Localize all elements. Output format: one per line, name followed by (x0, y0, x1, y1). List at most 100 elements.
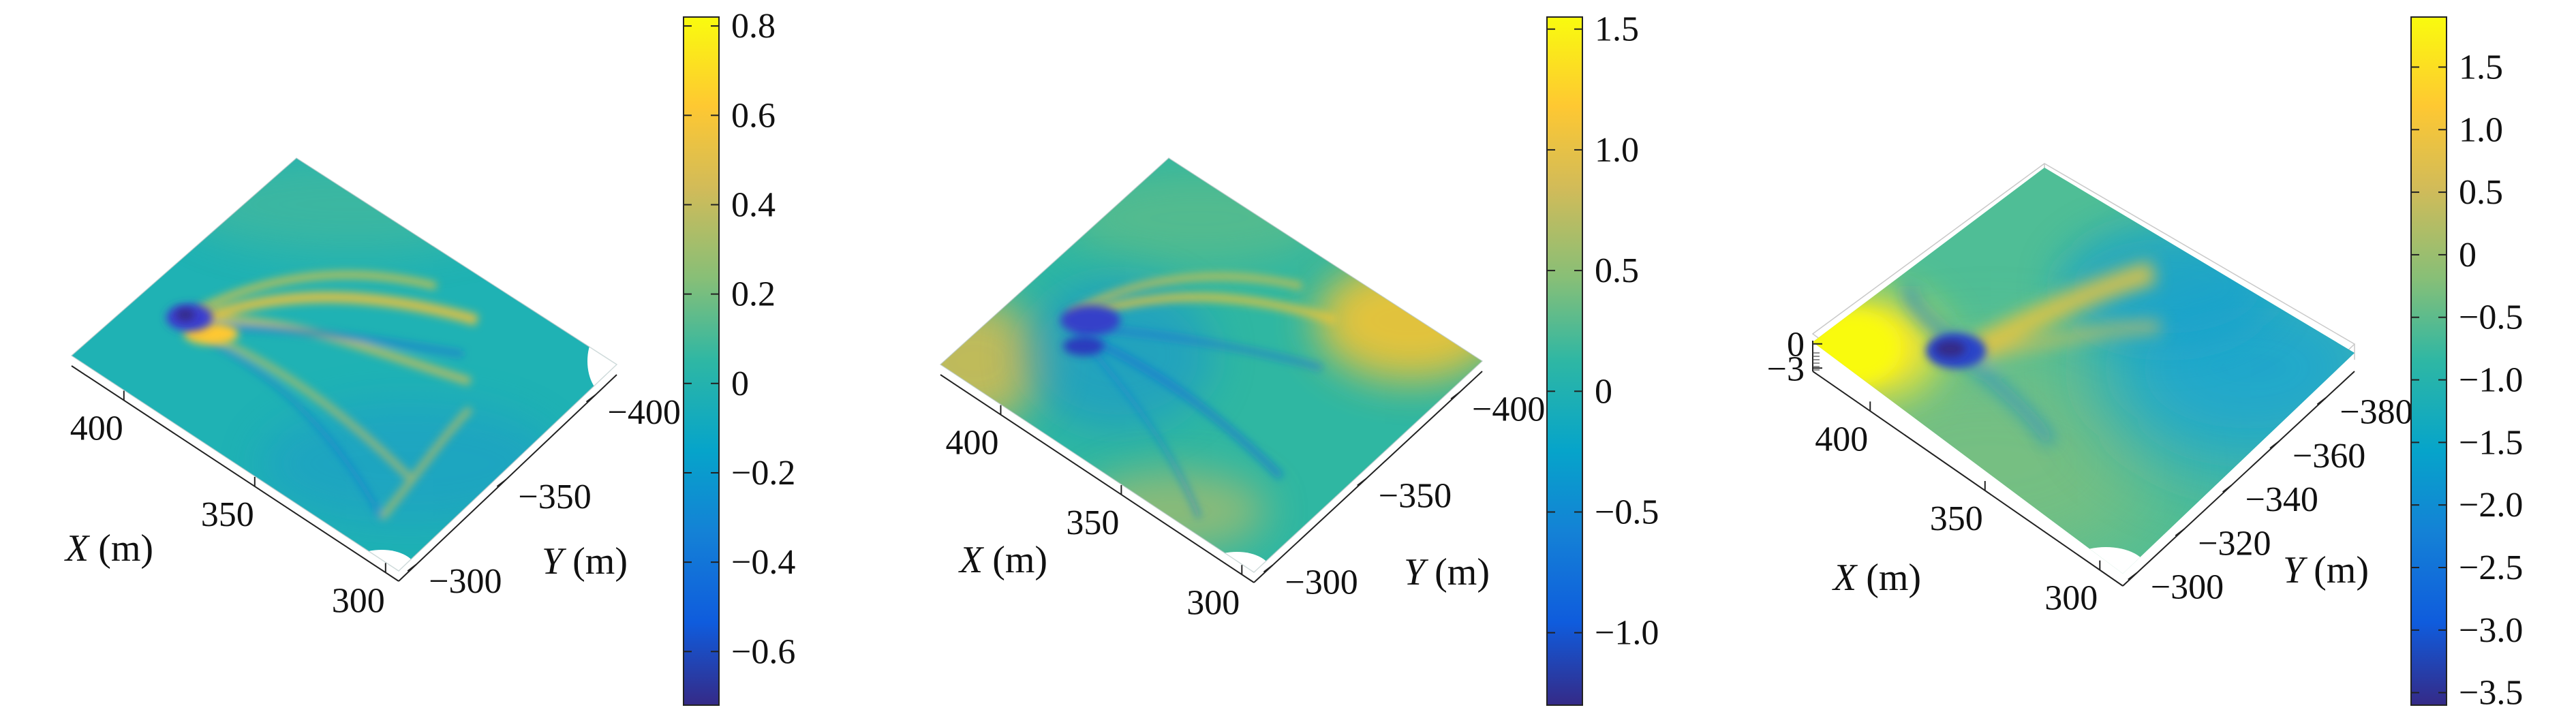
colorbar-tick-label: 0.5 (1595, 251, 1639, 290)
surface-2-right-warm (1315, 259, 1482, 382)
colorbar-tick-label: 0.2 (731, 275, 776, 314)
z-ticks-3: 0−3 (1767, 326, 1822, 388)
streak-high-5 (379, 406, 473, 521)
colorbar-tick-label: 0.5 (2459, 173, 2503, 212)
colorbar-tick-label: −2.0 (2459, 486, 2523, 525)
streak-2-low-3 (1081, 339, 1202, 519)
y-tick-label: −300 (1285, 563, 1358, 602)
colorbar-tick-label: 1.5 (2459, 48, 2503, 87)
y-tick-label: −340 (2245, 480, 2318, 519)
y-tick-label: −300 (429, 562, 502, 601)
y-tick-label: −360 (2293, 437, 2365, 476)
y-tick-label: −350 (518, 478, 591, 516)
surface-3-low-spot-core (1935, 341, 1965, 357)
colorbar-tick-label: 1.0 (1595, 131, 1639, 170)
y-ticks-3: −380 −360 −340 −320 −300 (2128, 393, 2413, 607)
colorbar-tick-label: −1.0 (2459, 361, 2523, 400)
x-axis-line-1 (71, 365, 399, 582)
y-axis-line-1 (398, 374, 617, 582)
y-tick (2128, 572, 2138, 580)
colorbar-1-ticks: −0.6 −0.4 −0.2 0 0.2 0.4 0.6 0.8 (684, 7, 795, 671)
y-tick-label: −400 (1472, 390, 1545, 429)
y-tick (407, 563, 417, 572)
surface-1 (72, 158, 617, 571)
colorbar-tick-label: −0.2 (731, 454, 795, 493)
surface-2-left-warm (940, 300, 1049, 422)
colorbar-tick-label: −3.5 (2459, 674, 2523, 713)
y-axis-title-1: Y (m) (542, 540, 628, 583)
colorbar-tick-label: −0.5 (1595, 493, 1659, 531)
colorbar-1: −0.6 −0.4 −0.2 0 0.2 0.4 0.6 0.8 (683, 7, 795, 706)
x-axis-line-2 (940, 374, 1255, 583)
streak-high-3 (196, 271, 438, 313)
colorbar-2: −1.0 −0.5 0 0.5 1.0 1.5 (1546, 10, 1659, 706)
chart-panel-3: 400 350 300 −380 −360 −340 −320 −300 0−3 X (m)… (1767, 16, 2523, 713)
surface-3-streaks (1901, 261, 2161, 447)
y-tick-label: −380 (2340, 393, 2412, 432)
colorbar-2-ticks: −1.0 −0.5 0 0.5 1.0 1.5 (1547, 10, 1659, 653)
surface-1-green-haze (177, 158, 532, 252)
colorbar-3-bar (2410, 16, 2447, 706)
y-ticks-2: −400 −350 −300 (1263, 390, 1545, 602)
colorbar-tick-label: −0.6 (731, 632, 795, 671)
surface-2-outline (939, 157, 1484, 573)
colorbar-tick-label: −3.0 (2459, 611, 2523, 650)
streak-high-1 (196, 292, 479, 326)
surface-3-yellow-left-core (1813, 310, 1901, 385)
y-axis-line-2 (1253, 371, 1483, 583)
x-tick-label: 400 (70, 409, 123, 448)
streak-3-low-2 (1965, 356, 2057, 447)
x-tick-label: 300 (332, 581, 385, 620)
x-ticks-2: 400 350 300 (945, 405, 1243, 622)
y-tick-label: −350 (1379, 477, 1452, 516)
surface-1-blue-haze (259, 402, 559, 525)
streak-2-high-2 (1068, 273, 1303, 317)
y-tick (2222, 484, 2233, 493)
y-tick (1450, 391, 1460, 400)
colorbar-2-bar (1546, 16, 1583, 706)
colorbar-tick-label: −0.4 (731, 543, 795, 582)
colorbar-tick-label: 1.0 (2459, 110, 2503, 149)
streak-3-high-1 (1971, 261, 2157, 358)
surface-1-outline (70, 157, 618, 572)
surface-1-streaks (196, 271, 479, 521)
colorbar-1-bar (683, 16, 720, 706)
x-tick-label: 350 (201, 495, 254, 534)
x-tick-label: 350 (1066, 503, 1119, 542)
x-tick-label: 400 (945, 424, 998, 463)
y-tick (2269, 441, 2280, 449)
surface-2-low-spot-2 (1063, 337, 1104, 356)
y-tick (1357, 478, 1367, 486)
x-tick-label: 300 (2044, 579, 2098, 618)
colorbar-tick-label: −1.0 (1595, 614, 1659, 653)
y-tick-label: −300 (2151, 568, 2224, 607)
surface-2-top-green (1063, 170, 1336, 266)
y-axis-title-3: Y (m) (2283, 549, 2369, 591)
x-axis-title-3: X (m) (1832, 557, 1921, 599)
x-ticks-3: 400 350 300 (1815, 401, 2101, 618)
y-tick (585, 394, 596, 403)
colorbar-tick-label: −0.5 (2459, 298, 2523, 337)
x-ticks-1: 400 350 300 (70, 390, 386, 620)
y-tick (2175, 528, 2185, 537)
streak-3-high-2 (1982, 320, 2161, 361)
x-axis-title-2: X (m) (958, 539, 1047, 581)
x-axis-line-3 (1812, 371, 2123, 587)
x-tick-label: 400 (1815, 420, 1868, 459)
x-tick-label: 300 (1186, 583, 1240, 622)
streak-low-2 (206, 338, 384, 519)
y-axis-line-3 (2122, 371, 2355, 587)
x-tick-label: 350 (1930, 499, 1983, 538)
colorbar-tick-label: 0.8 (731, 7, 776, 46)
surface-3 (1813, 168, 2355, 574)
colorbar-3-ticks: −3.5 −3.0 −2.5 −2.0 −1.5 −1.0 −0.5 0 0.5 1.0 1.5 (2411, 48, 2523, 713)
streak-low-1 (204, 324, 464, 358)
y-tick-label: −320 (2198, 524, 2271, 563)
y-tick-label: −400 (608, 393, 681, 432)
surface-2-low-spot (1060, 305, 1120, 335)
colorbar-tick-label: 0 (2459, 236, 2477, 275)
surface-2 (940, 158, 1482, 572)
